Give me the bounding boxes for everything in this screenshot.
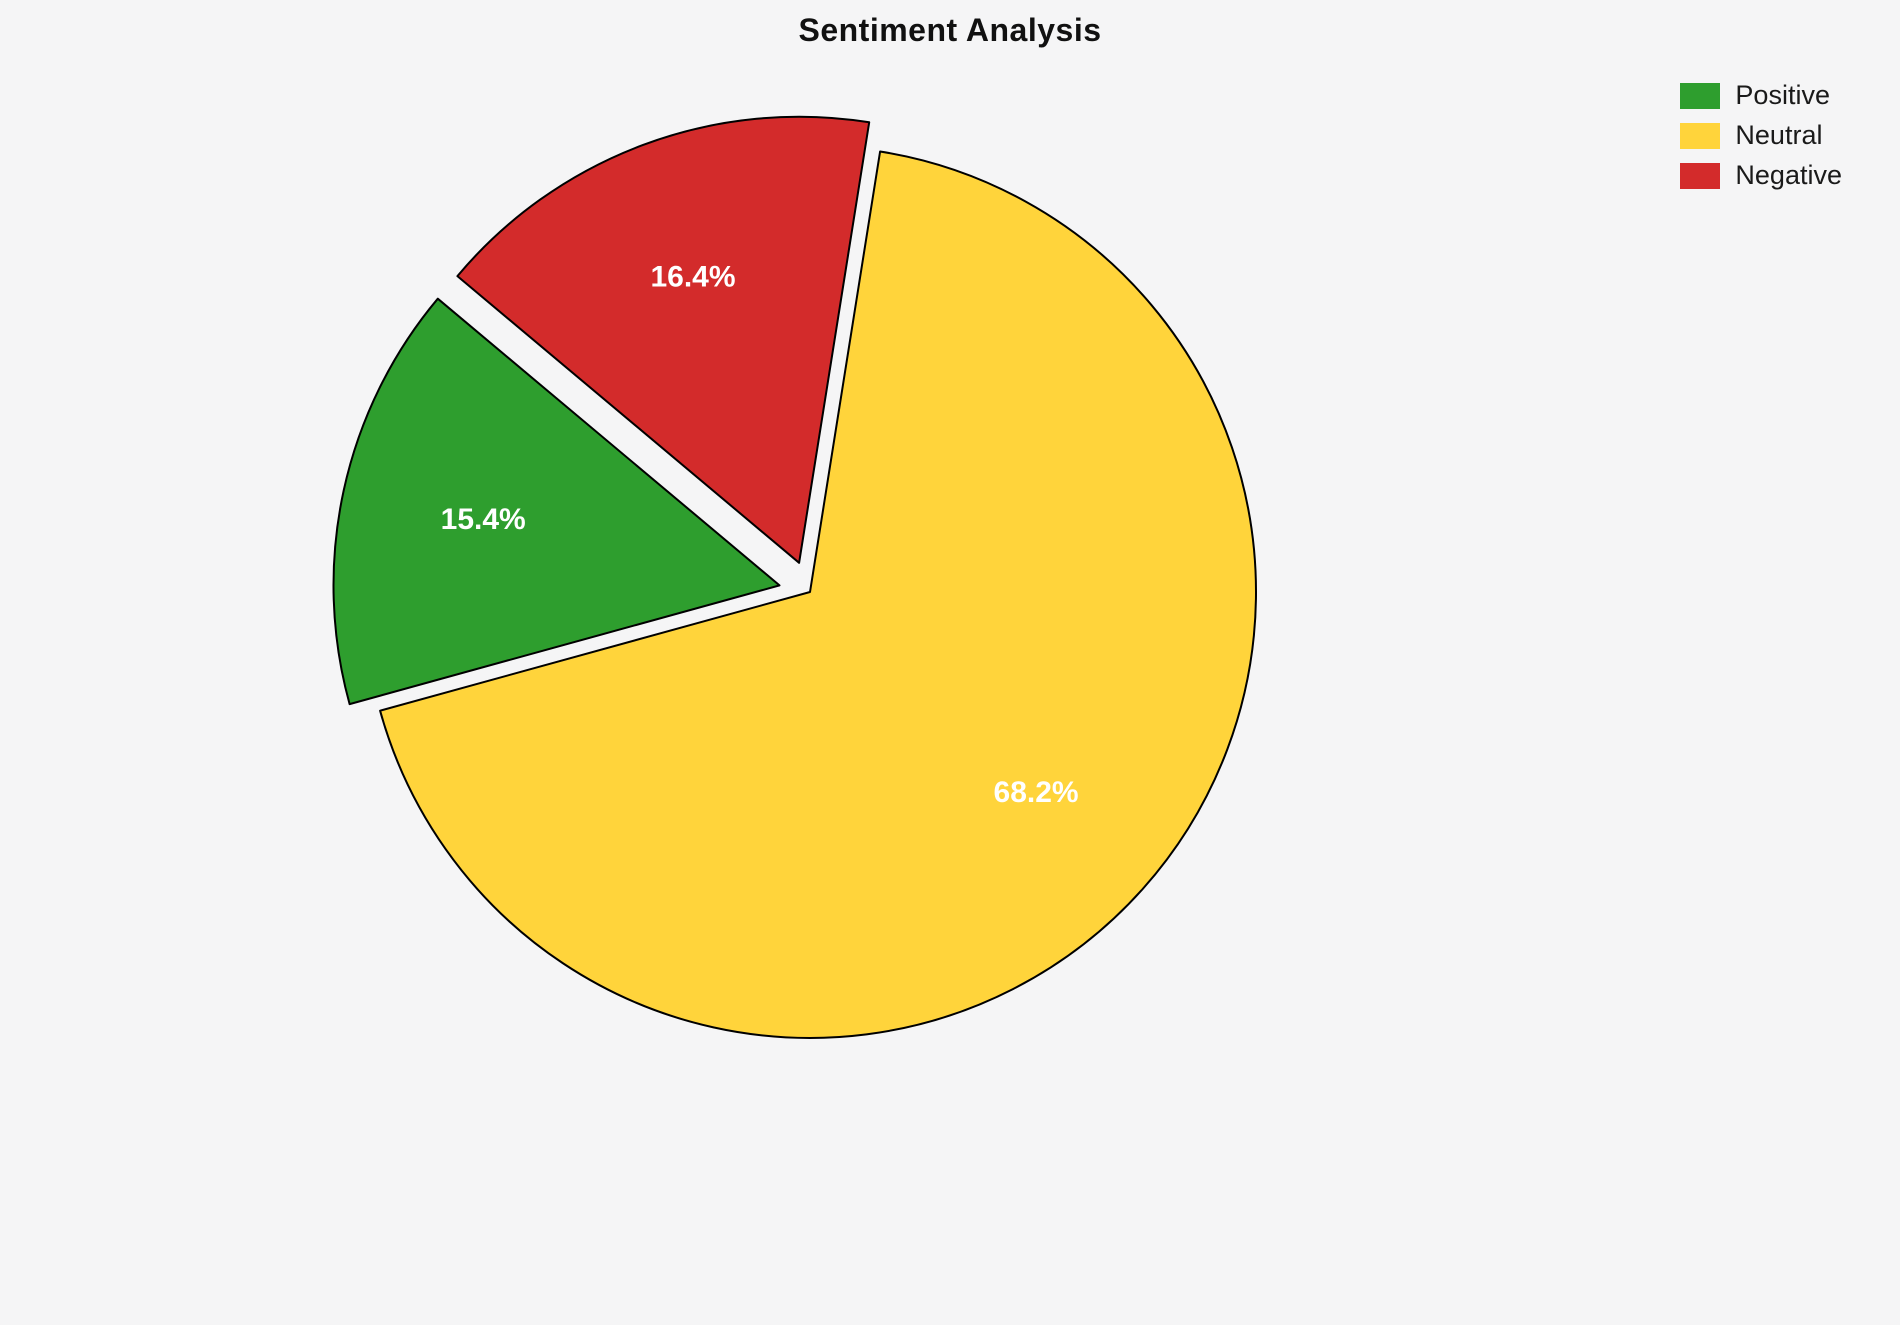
legend: Positive Neutral Negative xyxy=(1680,82,1842,189)
legend-item-positive: Positive xyxy=(1680,82,1842,109)
legend-swatch-neutral xyxy=(1680,122,1721,149)
legend-label-neutral: Neutral xyxy=(1735,120,1823,150)
pie-percent-label-negative: 16.4% xyxy=(650,261,735,294)
pie-slice-negative xyxy=(456,115,871,564)
pie-slice-positive xyxy=(332,297,781,706)
legend-swatch-negative xyxy=(1680,162,1721,189)
legend-label-positive: Positive xyxy=(1735,80,1830,110)
legend-item-negative: Negative xyxy=(1680,162,1842,189)
legend-label-negative: Negative xyxy=(1735,160,1842,190)
pie-slice-neutral xyxy=(379,150,1258,1039)
legend-item-neutral: Neutral xyxy=(1680,122,1842,149)
pie-percent-label-positive: 15.4% xyxy=(441,503,526,536)
legend-swatch-positive xyxy=(1680,82,1721,109)
chart-title: Sentiment Analysis xyxy=(798,12,1102,48)
pie-percent-label-neutral: 68.2% xyxy=(994,776,1079,809)
